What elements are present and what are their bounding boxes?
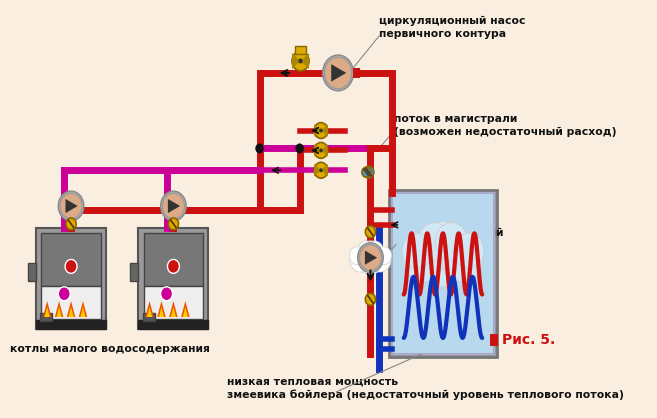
Text: циркуляционный насос
первичного контура: циркуляционный насос первичного контура xyxy=(379,16,526,39)
Circle shape xyxy=(442,234,483,282)
Polygon shape xyxy=(171,307,176,317)
Circle shape xyxy=(403,234,444,282)
Bar xyxy=(139,320,208,329)
Bar xyxy=(41,285,101,319)
Circle shape xyxy=(58,191,84,221)
Polygon shape xyxy=(300,53,309,69)
Circle shape xyxy=(296,143,304,153)
Circle shape xyxy=(66,218,76,230)
Bar xyxy=(392,193,494,354)
Text: котлы малого водосодержания: котлы малого водосодержания xyxy=(11,344,210,354)
Circle shape xyxy=(314,143,328,158)
Polygon shape xyxy=(79,301,87,317)
Polygon shape xyxy=(314,124,321,137)
Polygon shape xyxy=(147,307,152,317)
Polygon shape xyxy=(80,307,85,317)
Circle shape xyxy=(323,55,353,91)
Circle shape xyxy=(319,168,323,172)
Circle shape xyxy=(350,247,371,272)
Bar xyxy=(296,46,306,54)
Polygon shape xyxy=(292,53,300,69)
Circle shape xyxy=(418,223,451,261)
Circle shape xyxy=(435,223,468,261)
Circle shape xyxy=(376,247,392,265)
Circle shape xyxy=(160,287,173,301)
Polygon shape xyxy=(314,164,321,177)
Polygon shape xyxy=(45,307,50,317)
Circle shape xyxy=(415,222,471,287)
Circle shape xyxy=(370,247,391,272)
Bar xyxy=(143,314,154,321)
Polygon shape xyxy=(321,164,328,177)
Bar xyxy=(36,228,106,329)
Text: Рис. 5.: Рис. 5. xyxy=(502,333,555,347)
Circle shape xyxy=(365,293,376,306)
Circle shape xyxy=(60,193,82,219)
Polygon shape xyxy=(67,301,76,317)
Polygon shape xyxy=(314,144,321,157)
Circle shape xyxy=(362,167,371,177)
Polygon shape xyxy=(66,199,78,213)
Polygon shape xyxy=(68,307,74,317)
Polygon shape xyxy=(331,64,346,82)
Circle shape xyxy=(160,191,186,221)
Text: поток в магистрали
(возможен недостаточный расход): поток в магистрали (возможен недостаточн… xyxy=(394,114,617,137)
Circle shape xyxy=(357,243,383,273)
Bar xyxy=(130,263,139,281)
Circle shape xyxy=(292,51,309,71)
Circle shape xyxy=(402,233,432,268)
Circle shape xyxy=(168,260,179,273)
Polygon shape xyxy=(145,301,154,317)
Bar xyxy=(40,314,53,321)
Circle shape xyxy=(256,143,264,153)
Polygon shape xyxy=(55,301,63,317)
Circle shape xyxy=(168,218,179,230)
Circle shape xyxy=(162,193,185,219)
Circle shape xyxy=(359,245,382,270)
Polygon shape xyxy=(159,307,164,317)
Polygon shape xyxy=(181,301,190,317)
Circle shape xyxy=(356,241,385,275)
Circle shape xyxy=(298,59,303,64)
Circle shape xyxy=(314,162,328,178)
Text: циркуляционный
насос ГВС: циркуляционный насос ГВС xyxy=(396,228,503,251)
Circle shape xyxy=(350,247,365,265)
Bar xyxy=(41,233,101,285)
Polygon shape xyxy=(168,199,180,213)
Polygon shape xyxy=(321,144,328,157)
Circle shape xyxy=(357,241,374,260)
Bar xyxy=(28,263,36,281)
Bar xyxy=(144,285,203,319)
Bar xyxy=(490,334,499,346)
Polygon shape xyxy=(321,124,328,137)
Polygon shape xyxy=(365,250,377,265)
Circle shape xyxy=(65,260,77,273)
Circle shape xyxy=(454,233,484,268)
Bar xyxy=(36,320,106,329)
Circle shape xyxy=(58,287,70,301)
Polygon shape xyxy=(169,301,177,317)
Polygon shape xyxy=(43,301,51,317)
Text: низкая тепловая мощность
змеевика бойлера (недостаточный уровень теплового поток: низкая тепловая мощность змеевика бойлер… xyxy=(227,377,624,400)
Polygon shape xyxy=(57,307,62,317)
Circle shape xyxy=(319,129,323,133)
Circle shape xyxy=(319,148,323,153)
Circle shape xyxy=(363,166,374,178)
Polygon shape xyxy=(157,301,166,317)
Circle shape xyxy=(367,241,383,260)
Bar xyxy=(144,233,203,285)
Circle shape xyxy=(365,226,376,238)
Circle shape xyxy=(314,122,328,138)
Circle shape xyxy=(325,57,351,89)
Polygon shape xyxy=(183,307,188,317)
Bar xyxy=(139,228,208,329)
Bar xyxy=(389,190,497,357)
Bar xyxy=(353,68,360,78)
